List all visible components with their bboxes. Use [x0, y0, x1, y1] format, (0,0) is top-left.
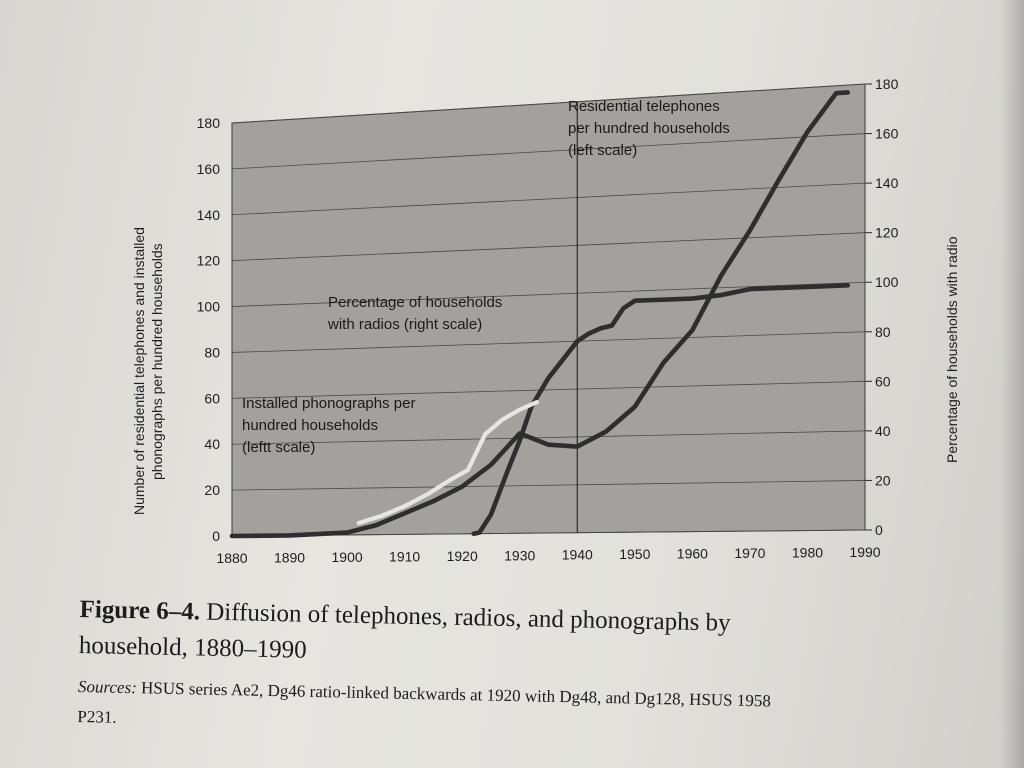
caption-title-part1: Diffusion of telephones, radios, and pho…	[205, 598, 731, 637]
plot-area: 1880 1890 1900 1910 1920 1930 1940 1950 1960 1970…	[197, 76, 899, 566]
telephones-annotation-line3: (left scale)	[568, 142, 637, 159]
y-left-axis-title-line2: phonographs per hundred households	[149, 243, 165, 480]
phonographs-annotation-line2: hundred households	[242, 417, 378, 434]
x-tick-label: 1880	[216, 550, 247, 566]
plot-background	[231, 83, 866, 537]
phonographs-annotation-line1: Installed phonographs per	[242, 395, 415, 412]
y-right-tick-label: 140	[875, 175, 899, 191]
gridline	[231, 331, 866, 353]
y-left-tick-label: 20	[204, 482, 220, 498]
gridline	[231, 480, 866, 491]
y-left-axis-title-line1: Number of residential telephones and ins…	[131, 227, 147, 515]
y-left-tick-label: 120	[197, 253, 221, 269]
caption-title-part2: household, 1880–1990	[78, 631, 307, 664]
y-left-tick-label: 140	[197, 207, 221, 223]
x-tick-label: 1920	[447, 548, 478, 564]
telephones-annotation-line1: Residential telephones	[568, 98, 720, 115]
x-tick-label: 1990	[849, 544, 880, 560]
phonographs-line	[356, 399, 540, 526]
y-right-tick-label: 100	[875, 274, 899, 290]
y-left-tick-label: 180	[197, 115, 221, 131]
x-tick-label: 1980	[792, 545, 823, 561]
gridline	[231, 83, 866, 124]
sources-text-line2: P231.	[77, 706, 117, 727]
sources-label: Sources:	[77, 676, 138, 698]
radios-line	[471, 283, 851, 537]
x-tick-label: 1910	[389, 548, 420, 564]
x-tick-label: 1890	[274, 549, 305, 565]
x-tick-label: 1960	[677, 546, 708, 562]
figure-label: Figure 6–4.	[79, 595, 201, 626]
gridline	[231, 380, 866, 399]
y-left-tick-label: 160	[197, 161, 221, 177]
x-tick-label: 1950	[619, 546, 650, 562]
y-right-tick-label: 60	[875, 373, 891, 389]
x-tick-label: 1900	[332, 549, 363, 565]
y-right-tick-label: 120	[875, 225, 899, 241]
page-fold-shadow	[1000, 0, 1024, 768]
gridline	[231, 281, 866, 307]
radios-annotation-line1: Percentage of households	[328, 294, 502, 311]
x-tick-label: 1970	[734, 545, 765, 561]
y-left-tick-label: 80	[204, 344, 220, 360]
gridline	[231, 182, 866, 216]
y-right-axis-title: Percentage of households with radio	[944, 236, 960, 463]
y-right-tick-label: 80	[875, 324, 891, 340]
y-left-tick-label: 40	[204, 436, 220, 452]
y-right-tick-label: 0	[875, 522, 883, 538]
y-left-tick-label: 0	[212, 528, 220, 544]
x-tick-label: 1940	[562, 547, 593, 563]
gridline	[231, 430, 866, 445]
telephones-annotation-line2: per hundred households	[568, 120, 730, 137]
radios-annotation-line2: with radios (right scale)	[327, 316, 482, 333]
phonographs-annotation-line3: (leftt scale)	[242, 439, 315, 456]
x-tick-label: 1930	[504, 547, 535, 563]
figure-caption: Figure 6–4. Diffusion of telephones, rad…	[77, 592, 980, 751]
gridline	[231, 133, 866, 170]
diffusion-chart: 1880 1890 1900 1910 1920 1930 1940 1950 1960 1970…	[131, 76, 960, 566]
y-left-tick-label: 100	[197, 299, 221, 315]
y-right-tick-label: 180	[875, 76, 899, 92]
telephones-line	[229, 90, 851, 539]
y-right-tick-label: 20	[875, 472, 891, 488]
y-right-tick-label: 160	[875, 126, 899, 142]
y-right-tick-label: 40	[875, 423, 891, 439]
y-left-tick-label: 60	[204, 390, 220, 406]
gridline	[231, 232, 866, 262]
